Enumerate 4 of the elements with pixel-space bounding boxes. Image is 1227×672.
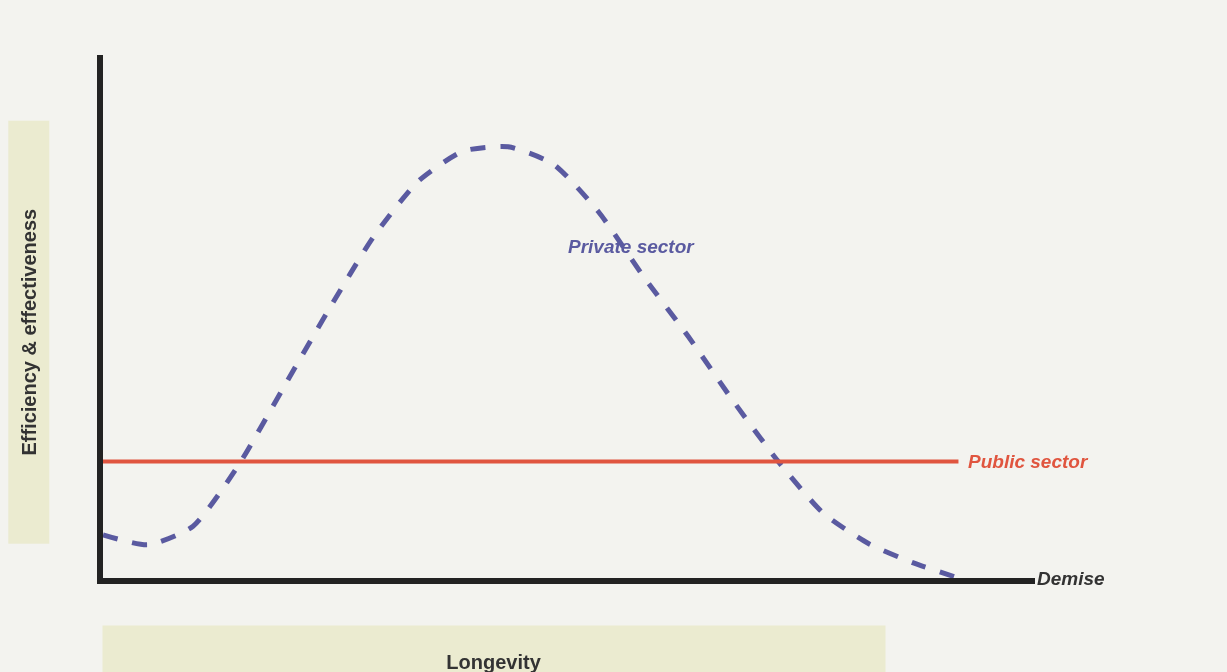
text: Demise (1037, 568, 1106, 589)
y-axis-title: Efficiency & effectiveness (17, 208, 40, 456)
series-label: Private sector (568, 236, 696, 257)
series-label: Public sector (968, 451, 1089, 472)
